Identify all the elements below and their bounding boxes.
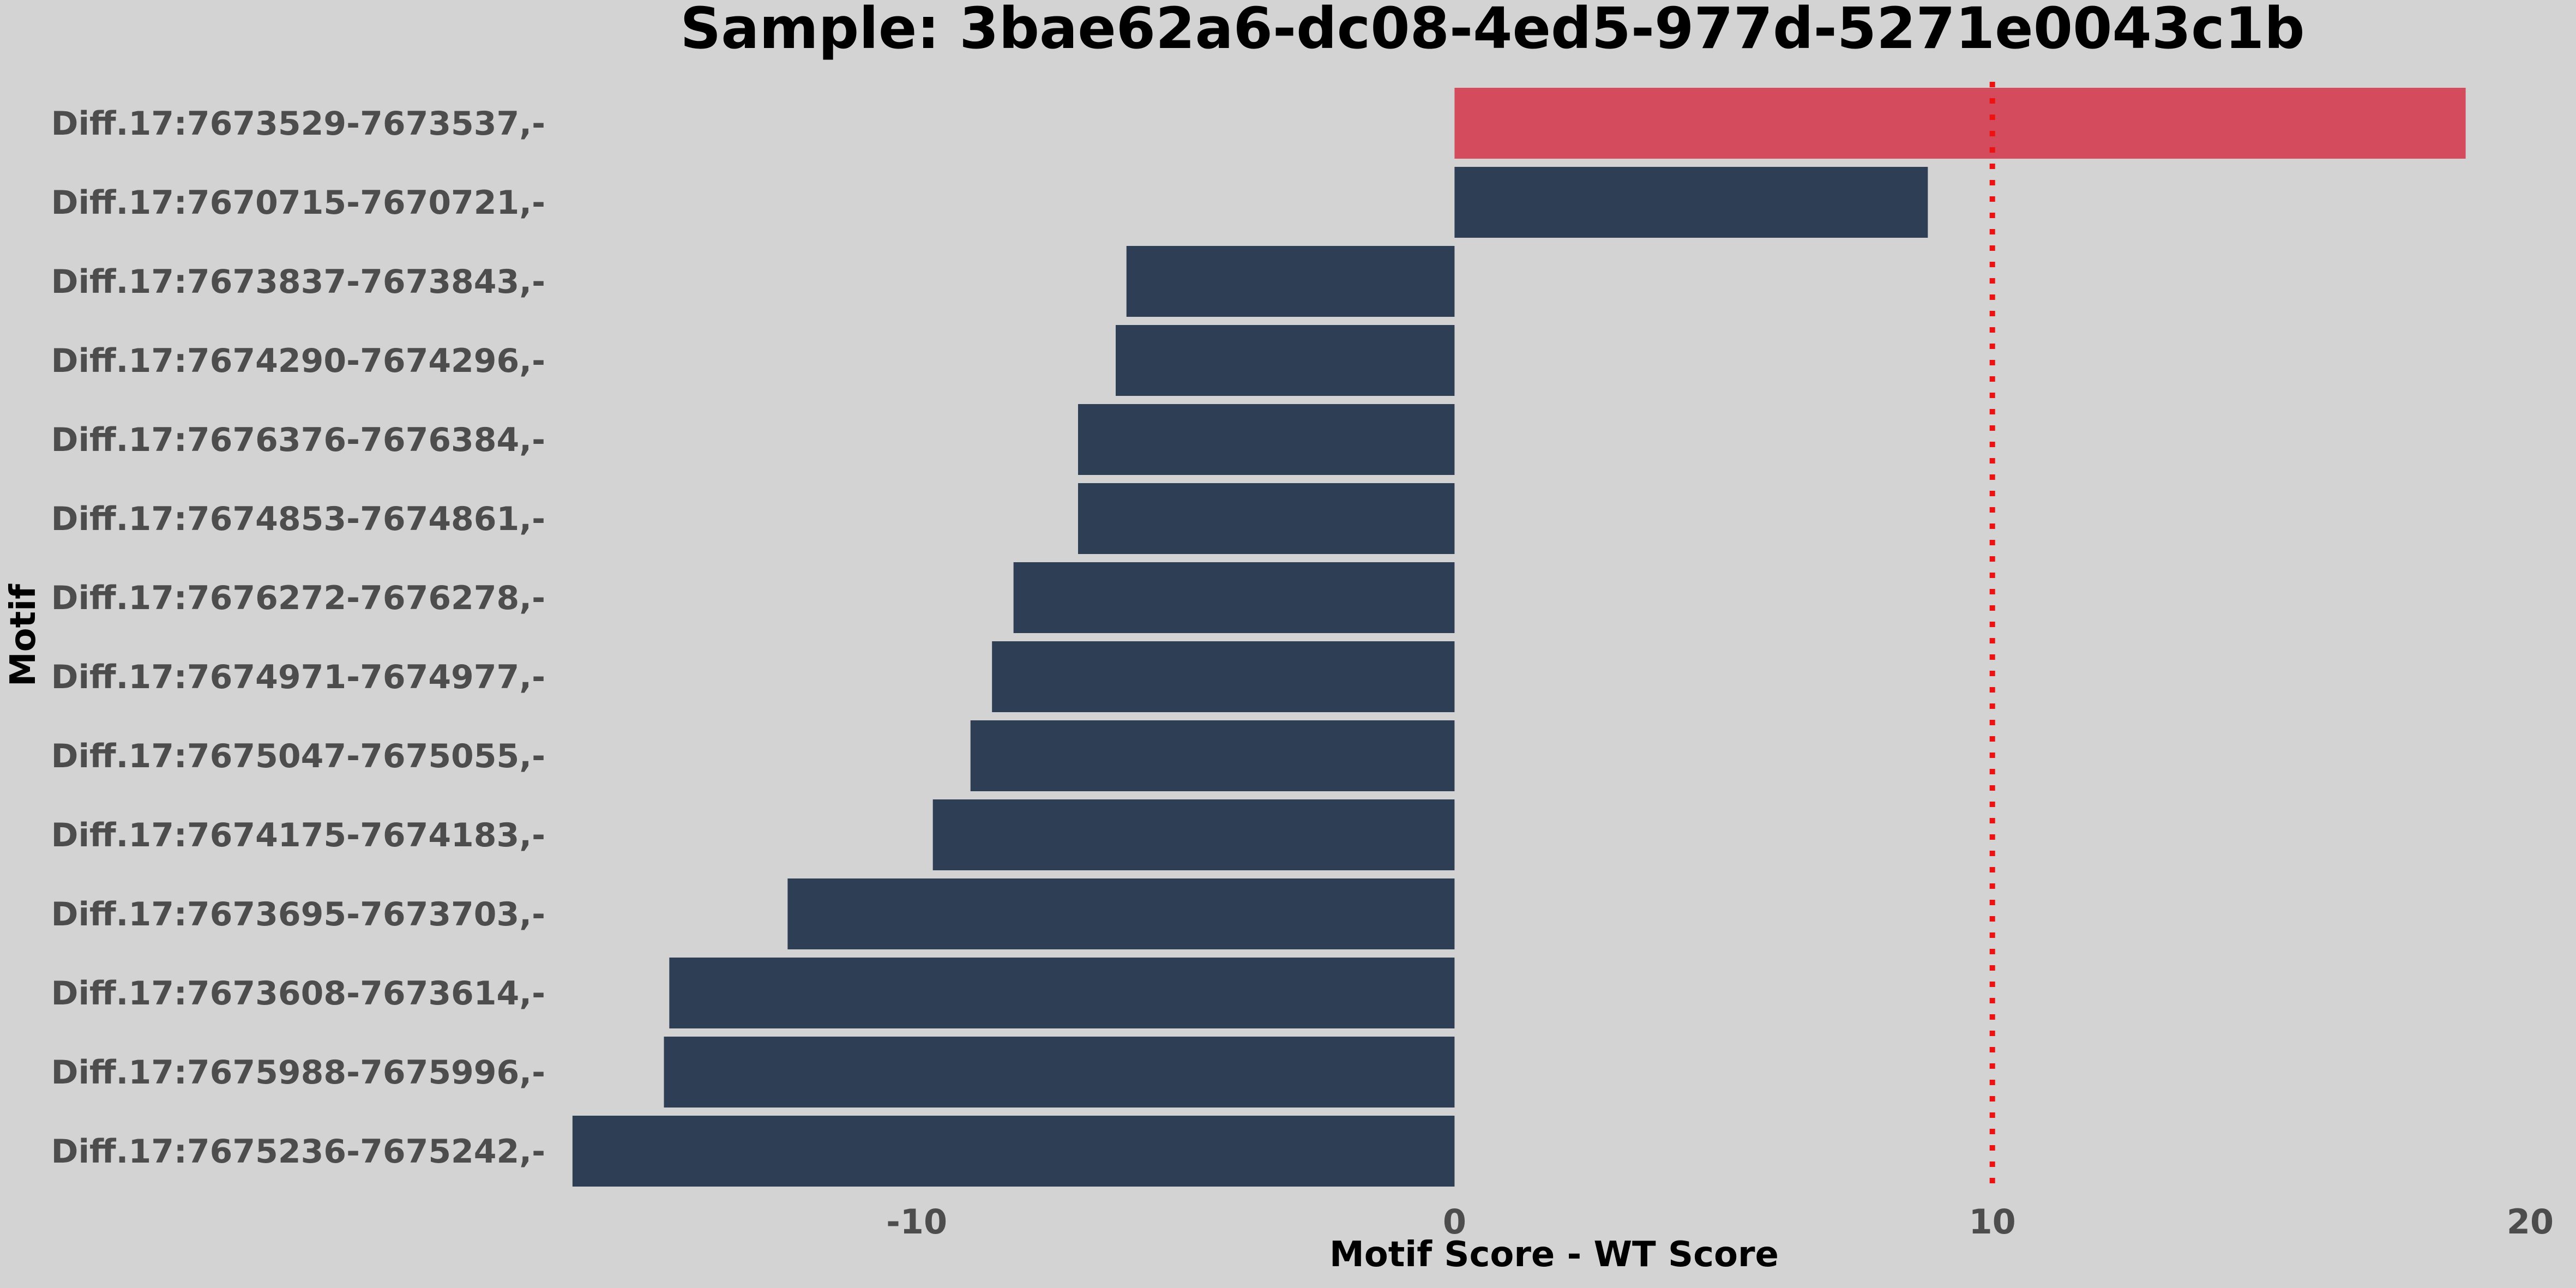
x-tick-label: 0 — [1443, 1202, 1466, 1242]
bar — [1078, 483, 1455, 554]
x-tick-label: -10 — [886, 1202, 947, 1242]
bar — [669, 958, 1455, 1028]
x-tick-labels: -10 0 10 20 — [886, 1202, 2554, 1242]
x-axis-title: Motif Score - WT Score — [1329, 1235, 1779, 1275]
chart-title: Sample: 3bae62a6-dc08-4ed5-977d-5271e004… — [680, 0, 2304, 62]
y-tick-label: Diff.17:7675236-7675242,- — [51, 1133, 545, 1171]
x-tick-label: 20 — [2507, 1202, 2554, 1242]
y-tick-label: Diff.17:7675988-7675996,- — [51, 1054, 545, 1092]
bar — [787, 878, 1455, 949]
x-tick-label: 10 — [1969, 1202, 2016, 1242]
y-tick-label: Diff.17:7674971-7674977,- — [51, 658, 545, 696]
y-axis-title: Motif — [3, 583, 44, 687]
y-tick-label: Diff.17:7676272-7676278,- — [51, 579, 545, 617]
y-tick-label: Diff.17:7673529-7673537,- — [51, 105, 545, 143]
bar — [1013, 562, 1455, 633]
y-tick-label: Diff.17:7674853-7674861,- — [51, 500, 545, 538]
bar — [1454, 167, 1928, 238]
y-tick-label: Diff.17:7673837-7673843,- — [51, 263, 545, 301]
bar — [1454, 88, 2466, 159]
y-tick-labels: Diff.17:7673529-7673537,- Diff.17:7670715… — [51, 105, 545, 1171]
bar — [970, 720, 1455, 791]
y-tick-label: Diff.17:7674175-7674183,- — [51, 816, 545, 854]
bar — [932, 799, 1455, 870]
y-tick-label: Diff.17:7673695-7673703,- — [51, 895, 545, 934]
y-tick-label: Diff.17:7673608-7673614,- — [51, 974, 545, 1013]
bar — [992, 641, 1455, 712]
y-tick-label: Diff.17:7670715-7670721,- — [51, 184, 545, 222]
y-tick-label: Diff.17:7675047-7675055,- — [51, 737, 545, 775]
y-tick-label: Diff.17:7674290-7674296,- — [51, 342, 545, 380]
bar — [572, 1116, 1455, 1187]
bar — [1116, 325, 1455, 396]
bar — [664, 1037, 1455, 1108]
bar — [1126, 246, 1455, 317]
y-tick-label: Diff.17:7676376-7676384,- — [51, 421, 545, 459]
bar — [1078, 404, 1455, 475]
bars-group — [572, 88, 2466, 1187]
